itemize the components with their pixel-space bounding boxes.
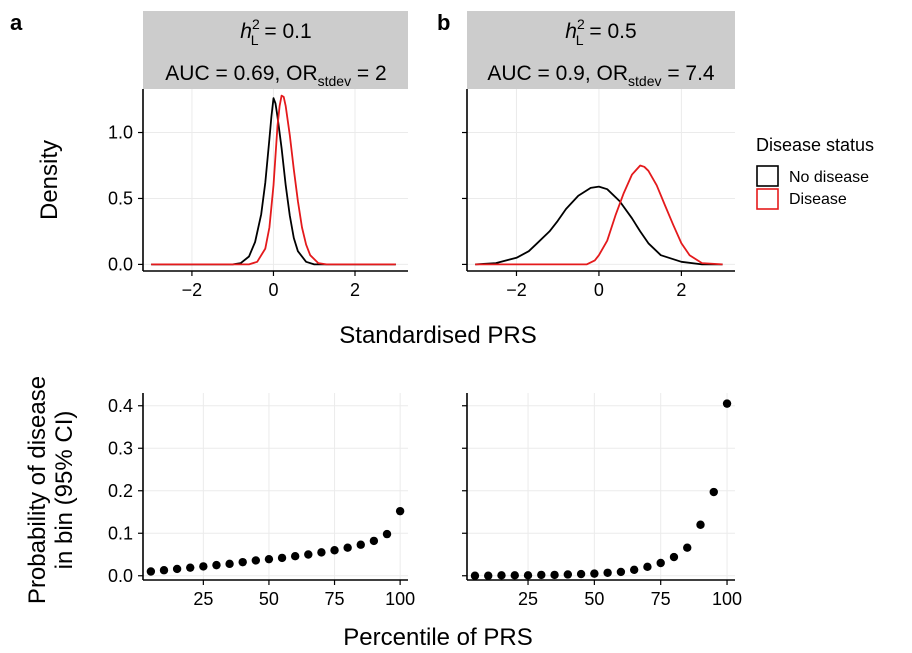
y-tick-label: 0.1 [108,523,133,543]
density-line-no-disease [475,185,723,266]
probability-panel-a: 25 50 75 100 0.0 0.1 0.2 0.3 0.4 [108,393,415,609]
data-point [656,558,665,568]
bottom-y-axis-title-line2: in bin (95% CI) [51,411,78,570]
data-point [264,554,274,564]
strip-b-auc-text: AUC = 0.9, ORstdev = 7.4 [487,62,715,89]
data-point [212,560,221,570]
x-tick-label: 100 [712,589,742,609]
top-y-axis-title: Density [36,140,63,220]
data-point [484,571,493,580]
density-line-disease [151,94,396,266]
x-tick-label: 25 [518,589,538,609]
data-point [382,529,392,539]
data-point [523,571,533,580]
data-point [576,569,586,579]
strip-a: h2 L = 0.1 AUC = 0.69, ORstdev = 2 [143,11,408,89]
strip-a-h2-text: h2 L = 0.1 [240,16,311,48]
data-point [683,543,692,552]
strip-b: h2 L = 0.5 AUC = 0.9, ORstdev = 7.4 [467,11,735,89]
x-tick-label: 75 [325,589,345,609]
legend: Disease status No disease Disease [756,135,874,210]
x-tick-label: 0 [594,280,604,300]
strip-b-h2-text: h2 L = 0.5 [565,16,636,48]
density-panel-a: −2 0 2 0.0 0.5 1.0 [108,89,408,300]
legend-title: Disease status [756,135,874,155]
data-point [603,568,612,577]
x-tick-label: 25 [193,589,213,609]
data-point [172,564,182,574]
probability-panel-b: 25 50 75 100 [462,393,742,609]
data-point [330,546,339,555]
x-tick-label: 2 [676,280,686,300]
data-point [146,567,156,576]
density-panel-b: −2 0 2 [462,89,735,300]
panel-label-a: a [10,10,23,35]
data-point [199,562,208,571]
data-point [159,566,169,575]
y-tick-label: 0.0 [108,566,133,586]
strip-a-background [143,11,408,89]
y-tick-label: 0.3 [108,438,133,458]
x-tick-label: −2 [506,280,527,300]
data-point [537,570,546,580]
data-point [629,565,639,574]
data-point [722,399,732,408]
y-tick-label: 1.0 [108,123,133,143]
top-x-axis-title: Standardised PRS [339,322,536,349]
panel-label-b: b [437,10,450,35]
density-line-disease [475,164,723,266]
data-point [277,553,287,563]
x-tick-label: 75 [651,589,671,609]
data-point [669,552,679,562]
y-tick-label: 0.2 [108,481,133,501]
y-tick-label: 0.4 [108,396,133,416]
legend-label-disease: Disease [789,191,847,208]
y-tick-label: 0.5 [108,188,133,208]
strip-a-auc-text: AUC = 0.69, ORstdev = 2 [165,62,386,89]
data-point [696,520,705,529]
data-point [470,571,480,580]
data-point [590,569,599,578]
data-point [616,567,626,577]
bottom-x-axis-title: Percentile of PRS [343,624,532,651]
data-point [251,556,261,565]
x-tick-label: −2 [182,280,203,300]
strip-b-background [467,11,735,89]
data-point [369,536,379,546]
data-point [238,557,247,567]
y-tick-label: 0.0 [108,254,133,274]
data-point [395,506,405,516]
data-point [343,543,352,552]
data-point [225,559,234,569]
x-tick-label: 100 [385,589,415,609]
data-point [186,563,195,572]
legend-swatch-no-disease [756,165,779,187]
legend-label-no-disease: No disease [789,169,869,186]
x-tick-label: 50 [259,589,279,609]
data-point [510,571,519,580]
data-point [304,550,313,559]
x-tick-label: 0 [268,280,278,300]
x-tick-label: 50 [584,589,604,609]
legend-swatch-disease [756,188,779,210]
data-point [550,570,559,580]
density-line-no-disease [151,97,396,266]
data-point [643,562,652,572]
x-tick-label: 2 [350,280,360,300]
data-point [497,571,506,580]
data-point [356,540,365,549]
data-point [563,570,573,579]
bottom-y-axis-title-line1: Probability of disease [24,376,51,604]
data-point [290,552,300,561]
data-point [709,487,718,497]
data-point [317,548,326,557]
